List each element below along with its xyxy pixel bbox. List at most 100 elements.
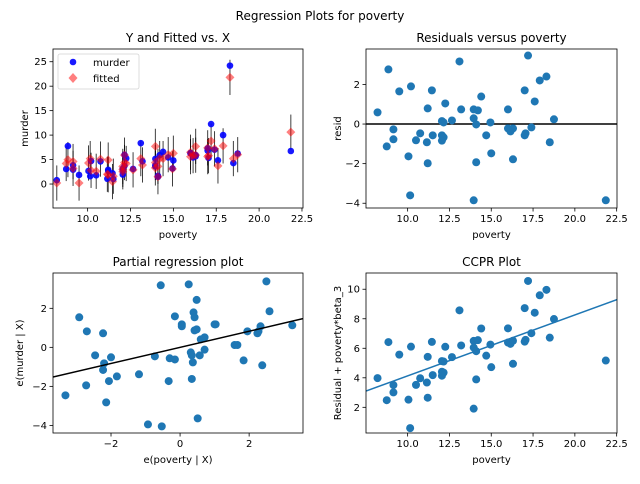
scatter-point: [99, 329, 108, 338]
scatter-point: [427, 337, 436, 346]
scatter-point: [469, 196, 478, 205]
scatter-point: [520, 304, 529, 313]
y-tick-label: −4: [345, 199, 360, 210]
y-tick-label: 0: [354, 120, 360, 131]
murder-point: [64, 142, 72, 150]
scatter-point: [473, 336, 482, 345]
scatter-point: [164, 377, 173, 386]
scatter-point: [389, 135, 398, 144]
legend-murder-label: murder: [93, 58, 131, 69]
scatter-point: [406, 191, 415, 200]
scatter-point: [170, 312, 179, 321]
y-tick-label: 0: [41, 180, 47, 191]
scatter-point: [487, 363, 496, 372]
scatter-point: [112, 372, 121, 381]
scatter-point: [520, 86, 529, 95]
scatter-point: [195, 351, 204, 360]
axes-frame: [365, 48, 618, 209]
x-tick-label: 20.0: [248, 214, 270, 225]
scatter-point: [455, 57, 464, 66]
scatter-point: [422, 378, 431, 387]
x-tick-label: 0: [177, 439, 183, 450]
scatter-point: [530, 97, 539, 106]
legend-box: [57, 53, 140, 90]
x-tick-label: 15.0: [162, 214, 184, 225]
panel-title: CCPR Plot: [462, 255, 521, 269]
x-axis-label: e(poverty | X): [143, 455, 212, 466]
scatter-point: [170, 355, 179, 364]
scatter-point: [265, 307, 274, 316]
y-tick-label: 6: [354, 344, 360, 355]
legend-fitted-label: fitted: [93, 74, 120, 85]
fitted-point: [153, 172, 163, 182]
scatter-point: [439, 133, 448, 142]
legend-murder-marker: [69, 58, 77, 66]
fitted-point: [158, 154, 168, 164]
scatter-point: [193, 414, 202, 423]
y-tick-label: −4: [32, 421, 47, 432]
y-axis-label: murder: [20, 109, 31, 147]
x-tick-label: 22.5: [606, 439, 628, 450]
scatter-point: [439, 368, 448, 377]
x-tick-label: 15.0: [480, 439, 502, 450]
y-axis-label: resid: [333, 116, 344, 140]
plot-area: [53, 277, 303, 431]
scatter-point: [601, 196, 610, 205]
axes-frame: [365, 272, 618, 434]
scatter-point: [503, 324, 512, 333]
scatter-point: [549, 315, 558, 324]
axes-frame: [52, 272, 304, 434]
x-tick-label: 17.5: [205, 214, 227, 225]
scatter-point: [200, 333, 209, 342]
axes-frame: [52, 48, 304, 209]
scatter-point: [545, 138, 554, 147]
scatter-point: [469, 404, 478, 413]
scatter-point: [457, 341, 466, 350]
scatter-point: [524, 51, 533, 60]
scatter-point: [457, 105, 466, 114]
figure-suptitle: Regression Plots for poverty: [236, 9, 405, 23]
y-tick-label: 4: [354, 373, 360, 384]
x-tick-label: 17.5: [522, 214, 544, 225]
y-tick-label: 5: [41, 155, 47, 166]
x-tick-label: 10.0: [397, 439, 419, 450]
scatter-point: [143, 420, 152, 429]
scatter-point: [395, 350, 404, 359]
panel-1: Y and Fitted vs. X 10.0 12.5 15.0 17.5 20.0 22…: [20, 31, 313, 241]
scatter-point: [177, 322, 186, 331]
x-tick-label: 12.5: [119, 214, 141, 225]
fitted-point: [168, 148, 178, 158]
fitted-point: [225, 72, 235, 82]
scatter-point: [411, 136, 420, 145]
fitted-point: [121, 158, 131, 168]
y-tick-label: 8: [354, 314, 360, 325]
fitted-point: [128, 165, 138, 175]
fitted-point: [136, 154, 146, 164]
x-axis-label: poverty: [472, 455, 511, 466]
murder-point: [214, 157, 222, 164]
scatter-point: [486, 340, 495, 349]
x-axis-label: poverty: [472, 230, 511, 241]
scatter-point: [469, 114, 478, 123]
scatter-point: [404, 152, 413, 161]
scatter-point: [239, 356, 248, 365]
fitted-point: [153, 161, 163, 171]
scatter-point: [439, 118, 448, 127]
fitted-point: [61, 158, 71, 168]
fitted-point: [150, 141, 160, 151]
fit-line: [53, 317, 303, 378]
y-tick-label: 0: [41, 343, 47, 354]
x-tick-label: 12.5: [438, 214, 460, 225]
x-tick-label: 2: [246, 439, 252, 450]
panel-3: Partial regression plot −2 0 2 −4 −2 0 2 e(pover…: [15, 255, 304, 466]
scatter-point: [527, 123, 536, 132]
fitted-point: [206, 136, 216, 146]
scatter-point: [184, 280, 193, 289]
scatter-point: [423, 104, 432, 113]
murder-point: [207, 120, 215, 128]
x-tick-label: 20.0: [564, 439, 586, 450]
scatter-point: [441, 342, 450, 351]
fitted-point: [120, 150, 130, 160]
x-tick-label: 10.0: [77, 214, 99, 225]
scatter-point: [107, 353, 116, 362]
